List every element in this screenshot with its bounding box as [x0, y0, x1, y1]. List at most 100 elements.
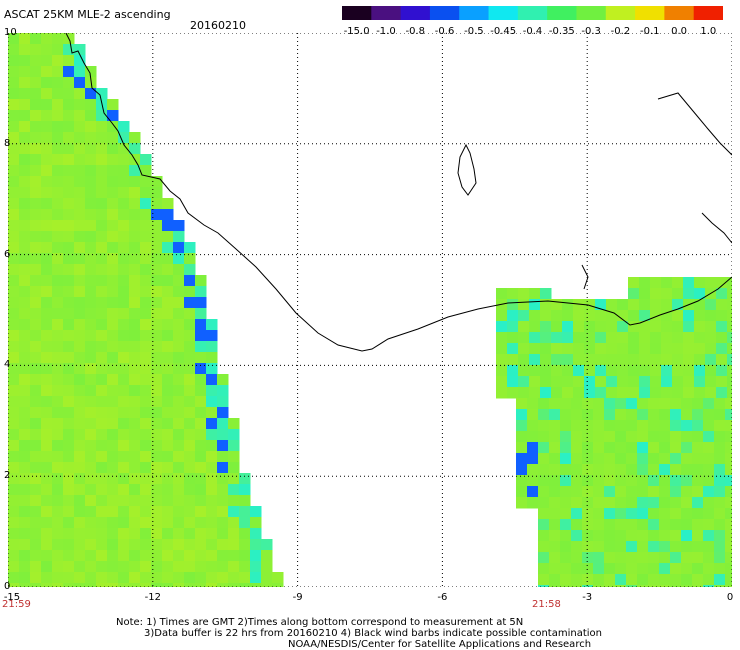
swath-cell — [496, 288, 508, 300]
swath-cell — [604, 486, 616, 498]
swath-cell — [195, 561, 207, 573]
swath-cell — [626, 541, 638, 553]
swath-cell — [85, 330, 97, 342]
swath-cell — [41, 473, 53, 485]
swath-cell — [129, 506, 141, 518]
swath-cell — [129, 550, 141, 562]
swath-cell — [595, 310, 607, 322]
swath-cell — [670, 464, 682, 476]
swath-cell — [573, 354, 585, 366]
swath-cell — [30, 352, 42, 364]
swath-cell — [107, 374, 119, 386]
swath-cell — [19, 132, 31, 144]
swath-cell — [670, 453, 682, 465]
swath-cell — [648, 541, 660, 553]
swath-cell — [239, 473, 251, 485]
swath-cell — [714, 508, 726, 520]
swath-cell — [626, 574, 638, 586]
swath-cell — [538, 475, 550, 487]
swath-cell — [628, 310, 640, 322]
swath-cell — [85, 319, 97, 331]
swath-cell — [140, 374, 152, 386]
swath-cell — [206, 539, 218, 551]
swath-cell — [703, 486, 715, 498]
swath-cell — [41, 407, 53, 419]
swath-cell — [661, 365, 673, 377]
swath-cell — [184, 396, 196, 408]
swath-cell — [560, 574, 572, 586]
swath-cell — [593, 475, 605, 487]
swath-cell — [41, 429, 53, 441]
swath-cell — [162, 308, 174, 320]
swath-cell — [30, 561, 42, 573]
swath-cell — [206, 495, 218, 507]
swath-cell — [63, 264, 75, 276]
swath-cell — [681, 409, 693, 421]
swath-cell — [582, 585, 594, 587]
swath-cell — [617, 387, 629, 399]
swath-cell — [518, 321, 530, 333]
swath-cell — [63, 506, 75, 518]
colorbar-segment — [605, 6, 636, 20]
swath-cell — [617, 376, 629, 388]
swath-cell — [74, 330, 86, 342]
swath-cell — [661, 321, 673, 333]
swath-cell — [584, 343, 596, 355]
swath-cell — [107, 517, 119, 529]
swath-cell — [8, 154, 20, 166]
swath-cell — [692, 475, 704, 487]
swath-cell — [63, 88, 75, 100]
swath-cell — [41, 484, 53, 496]
swath-cell — [41, 275, 53, 287]
swath-cell — [683, 376, 695, 388]
swath-cell — [52, 473, 64, 485]
swath-cell — [173, 550, 185, 562]
swath-cell — [162, 407, 174, 419]
swath-cell — [41, 550, 53, 562]
swath-cell — [615, 497, 627, 509]
swath-cell — [173, 572, 185, 584]
swath-cell — [118, 451, 130, 463]
swath-cell — [118, 176, 130, 188]
swath-cell — [74, 88, 86, 100]
swath-cell — [129, 286, 141, 298]
swath-cell — [74, 517, 86, 529]
swath-cell — [714, 475, 726, 487]
swath-cell — [692, 563, 704, 575]
swath-cell — [8, 583, 20, 587]
swath-cell — [41, 440, 53, 452]
swath-cell — [670, 563, 682, 575]
swath-cell — [639, 387, 651, 399]
swath-cell — [52, 187, 64, 199]
swath-cell — [560, 563, 572, 575]
swath-cell — [85, 572, 97, 584]
swath-cell — [30, 528, 42, 540]
swath-cell — [626, 585, 638, 587]
swath-cell — [727, 365, 732, 377]
swath-cell — [195, 539, 207, 551]
swath-cell — [604, 420, 616, 432]
swath-cell — [661, 299, 673, 311]
swath-cell — [63, 110, 75, 122]
swath-cell — [228, 583, 240, 587]
swath-cell — [140, 286, 152, 298]
swath-cell — [217, 506, 229, 518]
swath-cell — [184, 495, 196, 507]
swath-cell — [571, 519, 583, 531]
swath-cell — [85, 462, 97, 474]
swath-cell — [52, 88, 64, 100]
swath-cell — [637, 508, 649, 520]
swath-cell — [96, 275, 108, 287]
swath-cell — [8, 506, 20, 518]
swath-cell — [118, 561, 130, 573]
swath-cell — [8, 231, 20, 243]
swath-cell — [118, 286, 130, 298]
swath-cell — [19, 253, 31, 265]
swath-cell — [650, 376, 662, 388]
swath-cell — [661, 310, 673, 322]
swath-cell — [538, 431, 550, 443]
swath-cell — [8, 484, 20, 496]
swath-cell — [639, 288, 651, 300]
swath-cell — [8, 385, 20, 397]
swath-cell — [63, 473, 75, 485]
